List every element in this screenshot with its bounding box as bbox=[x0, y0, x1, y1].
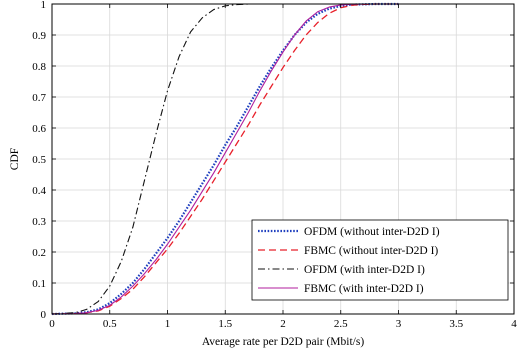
x-tick-label: 2.5 bbox=[334, 318, 348, 330]
x-tick-label: 1 bbox=[165, 318, 171, 330]
legend-label-4: FBMC (with inter-D2D I) bbox=[304, 283, 424, 295]
y-tick-label: 0.5 bbox=[32, 154, 46, 166]
legend: OFDM (without inter-D2D I) FBMC (without … bbox=[251, 219, 509, 301]
y-tick-label: 0 bbox=[41, 309, 47, 321]
grid bbox=[52, 4, 514, 314]
axis-ticks: 0 0.5 1 1.5 2 2.5 3 3.5 4 0 0.1 0.2 0.3 0.4 0.5 0.6 0.7 0… bbox=[32, 0, 517, 330]
y-tick-label: 0.2 bbox=[32, 247, 46, 259]
legend-label-3: OFDM (with inter-D2D I) bbox=[304, 264, 425, 276]
x-tick-label: 1.5 bbox=[218, 318, 232, 330]
legend-box bbox=[251, 219, 509, 301]
series-line-4 bbox=[51, 3, 399, 315]
legend-label-1: OFDM (without inter-D2D I) bbox=[304, 226, 440, 238]
y-tick-label: 0.1 bbox=[32, 278, 46, 290]
y-tick-label: 0.6 bbox=[32, 123, 46, 135]
x-tick-label: 4 bbox=[511, 318, 517, 330]
x-tick-label: 0 bbox=[49, 318, 55, 330]
series-line-2 bbox=[51, 3, 399, 315]
y-tick-label: 0.8 bbox=[32, 61, 46, 73]
y-tick-label: 1 bbox=[41, 0, 47, 11]
y-axis-label: CDF bbox=[9, 148, 21, 170]
x-axis-label: Average rate per D2D pair (Mbit/s) bbox=[202, 336, 364, 348]
x-tick-label: 2 bbox=[280, 318, 286, 330]
x-tick-label: 0.5 bbox=[103, 318, 117, 330]
legend-label-2: FBMC (without inter-D2D I) bbox=[304, 245, 438, 257]
y-tick-label: 0.4 bbox=[32, 185, 46, 197]
x-tick-label: 3.5 bbox=[449, 318, 463, 330]
x-tick-label: 3 bbox=[396, 318, 402, 330]
y-tick-label: 0.9 bbox=[32, 30, 46, 42]
y-tick-label: 0.3 bbox=[32, 216, 46, 228]
y-tick-label: 0.7 bbox=[32, 92, 46, 104]
